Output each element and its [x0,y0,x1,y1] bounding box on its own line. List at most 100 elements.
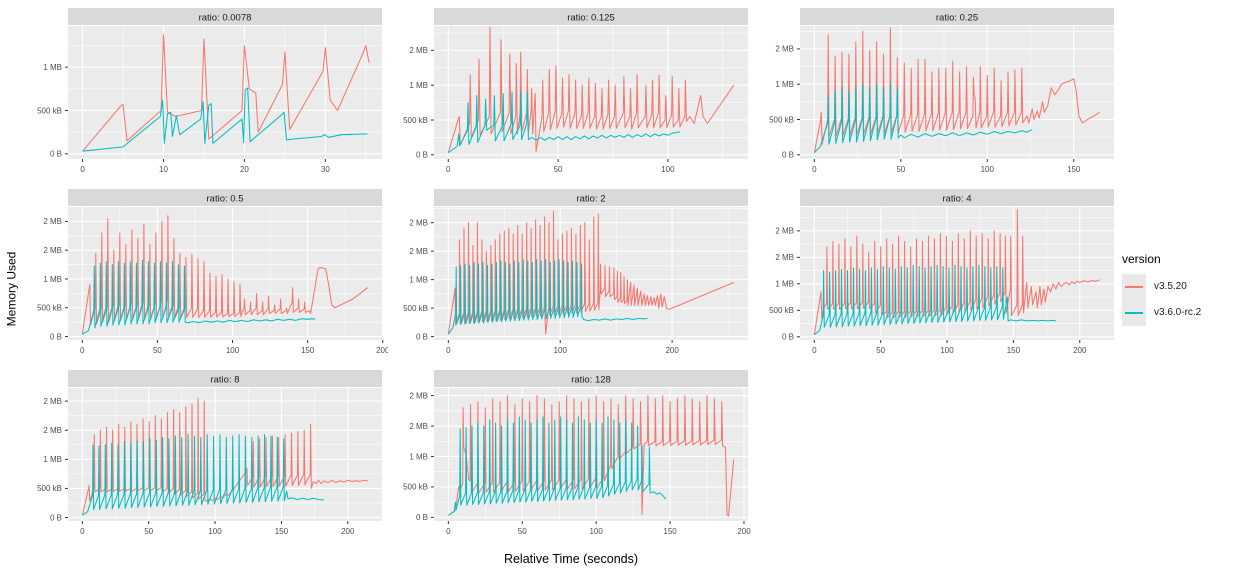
y-tick-label: 2 MB [775,45,794,54]
x-tick-label: 150 [275,527,289,536]
x-tick-label: 30 [321,165,330,174]
legend-key-swatch [1122,273,1146,300]
panel-background [68,388,382,521]
legend-title: version [1122,251,1161,266]
legend-key-line-icon [1125,311,1143,314]
y-tick-label: 2 MB [409,391,428,400]
legend-entry-label: v3.6.0-rc.2 [1154,307,1202,318]
x-tick-label: 200 [1073,346,1087,355]
facet-ratio-0.5: ratio: 0.5 0 B 500 kB 1 MB 2 MB 2 MB 0 50 100 150… [37,189,388,355]
x-tick-label: 50 [144,527,153,536]
y-tick-label: 0 B [416,513,428,522]
x-tick-label: 200 [341,527,355,536]
facet-strip [434,8,748,25]
y-axis-title-rail: Memory Used [0,0,22,577]
facet-ratio-0.0078: ratio: 0.0078 0 B 500 kB 1 MB 0 10 20 30 [37,8,382,174]
series-line-v3.6.0-rc.2 [82,259,316,335]
series-line-v3.6.0-rc.2 [82,87,368,152]
y-tick-label: 2 MB [775,227,794,236]
x-tick-label: 50 [896,165,905,174]
y-tick-label: 2 MB [409,218,428,227]
y-tick-label: 1 MB [775,280,794,289]
y-tick-label: 0 B [416,332,428,341]
y-tick-label: 2 MB [409,247,428,256]
facet-ratio-0.125: ratio: 0.125 0 B 500 kB 1 MB 2 MB 0 50 100 [403,8,748,174]
y-tick-label: 1 MB [409,452,428,461]
x-tick-label: 0 [80,165,85,174]
facet-strip-title: ratio: 0.5 [207,194,244,205]
x-tick-label: 0 [446,527,451,536]
y-tick-label: 0 B [416,151,428,160]
y-tick-label: 0 B [50,332,62,341]
y-tick-label: 2 MB [409,422,428,431]
y-tick-label: 1 MB [43,455,62,464]
series-line-v3.6.0-rc.2 [447,259,648,335]
x-tick-label: 20 [240,165,249,174]
y-tick-label: 500 kB [769,306,794,315]
x-tick-label: 50 [518,527,527,536]
facet-strip [68,8,382,25]
x-tick-label: 50 [554,165,563,174]
y-tick-label: 500 kB [403,116,428,125]
y-tick-label: 1 MB [775,80,794,89]
plot-column: ratio: 0.0078 0 B 500 kB 1 MB 0 10 20 30 ratio: … [22,0,1120,577]
x-tick-label: 0 [446,346,451,355]
x-tick-label: 150 [663,527,677,536]
facet-ratio-0.25: ratio: 0.25 0 B 500 kB 1 MB 2 MB 0 50 100 150 [769,8,1114,174]
y-tick-label: 500 kB [403,304,428,313]
y-tick-label: 0 B [50,150,62,159]
panel-background [68,26,382,159]
facet-strip-title: ratio: 8 [210,375,239,386]
x-tick-label: 100 [981,165,995,174]
facet-strip-title: ratio: 0.25 [936,13,978,24]
y-tick-label: 1 MB [409,81,428,90]
series-line-v3.5.20 [447,26,735,153]
facet-strip [434,370,748,387]
x-tick-label: 0 [80,346,85,355]
y-tick-label: 500 kB [403,483,428,492]
facet-ratio-128: ratio: 128 0 B 500 kB 1 MB 2 MB 2 MB 0 50 100 150… [403,370,751,536]
x-tick-label: 0 [80,527,85,536]
x-tick-label: 100 [208,527,222,536]
x-tick-label: 0 [812,346,817,355]
series-line-v3.6.0-rc.2 [447,416,667,516]
x-tick-label: 100 [661,165,675,174]
facet-ratio-2: ratio: 2 0 B 500 kB 1 MB 2 MB 2 MB 0 100 200 [403,189,748,355]
x-tick-label: 150 [301,346,315,355]
legend-key-swatch [1122,299,1146,326]
series-line-v3.6.0-rc.2 [447,90,681,154]
facet-strip-title: ratio: 0.125 [567,13,615,24]
y-tick-label: 500 kB [37,484,62,493]
series-line-v3.6.0-rc.2 [82,434,324,516]
series-line-v3.6.0-rc.2 [813,264,1056,336]
facet-strip-title: ratio: 0.0078 [199,13,252,24]
series-line-v3.6.0-rc.2 [814,83,1033,153]
panel-background [434,26,748,159]
panel-background [800,26,1114,159]
series-line-v3.5.20 [81,215,369,335]
y-tick-label: 500 kB [37,304,62,313]
x-tick-label: 0 [812,165,817,174]
y-tick-label: 2 MB [43,217,62,226]
x-tick-label: 100 [554,346,568,355]
facet-ratio-4: ratio: 4 0 B 500 kB 1 MB 2 MB 2 MB 0 50 100 150 20… [769,189,1114,355]
legend-entry-label: v3.5.20 [1154,281,1187,292]
x-tick-label: 50 [876,346,885,355]
x-tick-label: 100 [940,346,954,355]
y-tick-label: 2 MB [43,246,62,255]
facet-grid: ratio: 0.0078 0 B 500 kB 1 MB 0 10 20 30 ratio: … [22,0,1120,551]
y-tick-label: 1 MB [43,275,62,284]
legend-entry: v3.6.0-rc.2 [1122,299,1244,326]
series-line-v3.5.20 [447,210,734,335]
facet-strip [800,189,1114,206]
legend-entry: v3.5.20 [1122,273,1244,300]
facet-strip [800,8,1114,25]
x-tick-label: 150 [1007,346,1021,355]
facet-strip [434,189,748,206]
x-tick-label: 50 [153,346,162,355]
y-tick-label: 0 B [782,333,794,342]
y-tick-label: 0 B [782,151,794,160]
y-tick-label: 500 kB [37,106,62,115]
series-line-v3.5.20 [82,34,370,152]
